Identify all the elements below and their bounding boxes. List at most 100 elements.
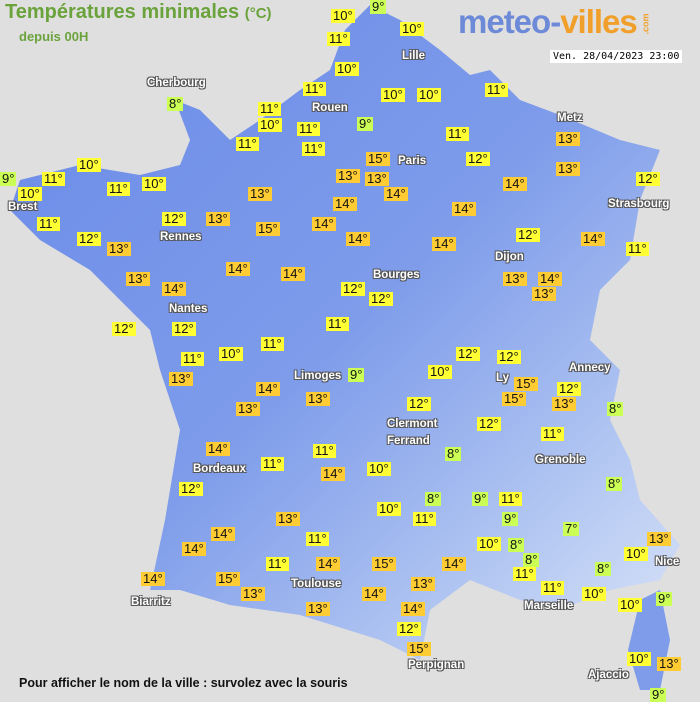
temperature-marker[interactable]: 13° [657,656,681,671]
temperature-marker[interactable]: 11° [541,426,564,441]
temperature-marker[interactable]: 11° [258,101,281,116]
temperature-marker[interactable]: 13° [503,271,527,286]
temperature-marker[interactable]: 11° [626,241,649,256]
temperature-marker[interactable]: 11° [541,580,564,595]
temperature-marker[interactable]: 11° [181,351,204,366]
temperature-marker[interactable]: 14° [256,381,280,396]
temperature-marker[interactable]: 9° [357,116,374,131]
logo[interactable]: meteo-villes .com [458,4,658,48]
temperature-marker[interactable]: 11° [302,141,325,156]
temperature-marker[interactable]: 14° [503,176,527,191]
temperature-marker[interactable]: 14° [211,526,235,541]
temperature-marker[interactable]: 13° [276,511,300,526]
temperature-marker[interactable]: 8° [508,537,525,552]
temperature-marker[interactable]: 11° [485,82,508,97]
temperature-marker[interactable]: 14° [321,466,345,481]
temperature-marker[interactable]: 8° [445,446,462,461]
temperature-marker[interactable]: 14° [442,556,466,571]
temperature-marker[interactable]: 14° [346,231,370,246]
temperature-marker[interactable]: 12° [516,227,540,242]
temperature-marker[interactable]: 11° [266,556,289,571]
temperature-marker[interactable]: 13° [556,161,580,176]
temperature-marker[interactable]: 10° [377,501,401,516]
temperature-marker[interactable]: 13° [336,168,360,183]
temperature-marker[interactable]: 15° [372,556,396,571]
temperature-marker[interactable]: 11° [303,81,326,96]
temperature-marker[interactable]: 9° [370,0,387,14]
temperature-marker[interactable]: 13° [306,391,330,406]
temperature-marker[interactable]: 12° [162,211,186,226]
temperature-marker[interactable]: 10° [627,651,651,666]
temperature-marker[interactable]: 10° [417,87,441,102]
temperature-marker[interactable]: 9° [348,367,365,382]
temperature-marker[interactable]: 10° [331,8,355,23]
temperature-marker[interactable]: 12° [456,346,480,361]
temperature-marker[interactable]: 12° [407,396,431,411]
temperature-marker[interactable]: 12° [179,481,203,496]
temperature-marker[interactable]: 11° [446,126,469,141]
temperature-marker[interactable]: 8° [606,476,623,491]
temperature-marker[interactable]: 15° [366,151,390,166]
temperature-marker[interactable]: 10° [618,597,642,612]
temperature-marker[interactable]: 14° [362,586,386,601]
temperature-marker[interactable]: 12° [397,621,421,636]
temperature-marker[interactable]: 8° [167,96,184,111]
temperature-marker[interactable]: 7° [563,521,580,536]
temperature-marker[interactable]: 13° [556,131,580,146]
temperature-marker[interactable]: 8° [607,401,624,416]
temperature-marker[interactable]: 13° [411,576,435,591]
temperature-marker[interactable]: 13° [107,241,131,256]
temperature-marker[interactable]: 11° [413,511,436,526]
temperature-marker[interactable]: 8° [425,491,442,506]
temperature-marker[interactable]: 10° [582,586,606,601]
temperature-marker[interactable]: 14° [333,196,357,211]
temperature-marker[interactable]: 10° [477,536,501,551]
temperature-marker[interactable]: 11° [326,316,349,331]
temperature-marker[interactable]: 14° [226,261,250,276]
temperature-marker[interactable]: 13° [241,586,265,601]
temperature-marker[interactable]: 10° [335,61,359,76]
temperature-marker[interactable]: 14° [452,201,476,216]
temperature-marker[interactable]: 11° [261,456,284,471]
temperature-marker[interactable]: 13° [236,401,260,416]
temperature-marker[interactable]: 10° [219,346,243,361]
temperature-marker[interactable]: 14° [141,571,165,586]
temperature-marker[interactable]: 14° [432,236,456,251]
temperature-marker[interactable]: 15° [256,221,280,236]
temperature-marker[interactable]: 14° [162,281,186,296]
temperature-marker[interactable]: 11° [313,443,336,458]
temperature-marker[interactable]: 14° [384,186,408,201]
temperature-marker[interactable]: 10° [258,117,282,132]
temperature-marker[interactable]: 15° [502,391,526,406]
temperature-marker[interactable]: 11° [37,216,60,231]
temperature-marker[interactable]: 12° [477,416,501,431]
temperature-marker[interactable]: 12° [77,231,101,246]
temperature-marker[interactable]: 14° [281,266,305,281]
temperature-marker[interactable]: 12° [466,151,490,166]
temperature-marker[interactable]: 13° [206,211,230,226]
temperature-marker[interactable]: 14° [182,541,206,556]
temperature-marker[interactable]: 13° [532,286,556,301]
temperature-marker[interactable]: 10° [428,364,452,379]
temperature-marker[interactable]: 10° [381,87,405,102]
temperature-marker[interactable]: 15° [407,641,431,656]
temperature-marker[interactable]: 12° [172,321,196,336]
temperature-marker[interactable]: 13° [248,186,272,201]
temperature-marker[interactable]: 11° [513,566,536,581]
temperature-marker[interactable]: 12° [341,281,365,296]
temperature-marker[interactable]: 13° [306,601,330,616]
temperature-marker[interactable]: 8° [595,561,612,576]
temperature-marker[interactable]: 14° [538,271,562,286]
temperature-marker[interactable]: 9° [656,591,673,606]
temperature-marker[interactable]: 14° [206,441,230,456]
temperature-marker[interactable]: 13° [552,396,576,411]
temperature-marker[interactable]: 11° [499,491,522,506]
temperature-marker[interactable]: 10° [367,461,391,476]
temperature-marker[interactable]: 13° [365,171,389,186]
temperature-marker[interactable]: 12° [557,381,581,396]
temperature-marker[interactable]: 11° [261,336,284,351]
temperature-marker[interactable]: 12° [112,321,136,336]
temperature-marker[interactable]: 8° [523,552,540,567]
temperature-marker[interactable]: 11° [42,171,65,186]
temperature-marker[interactable]: 9° [0,171,17,186]
